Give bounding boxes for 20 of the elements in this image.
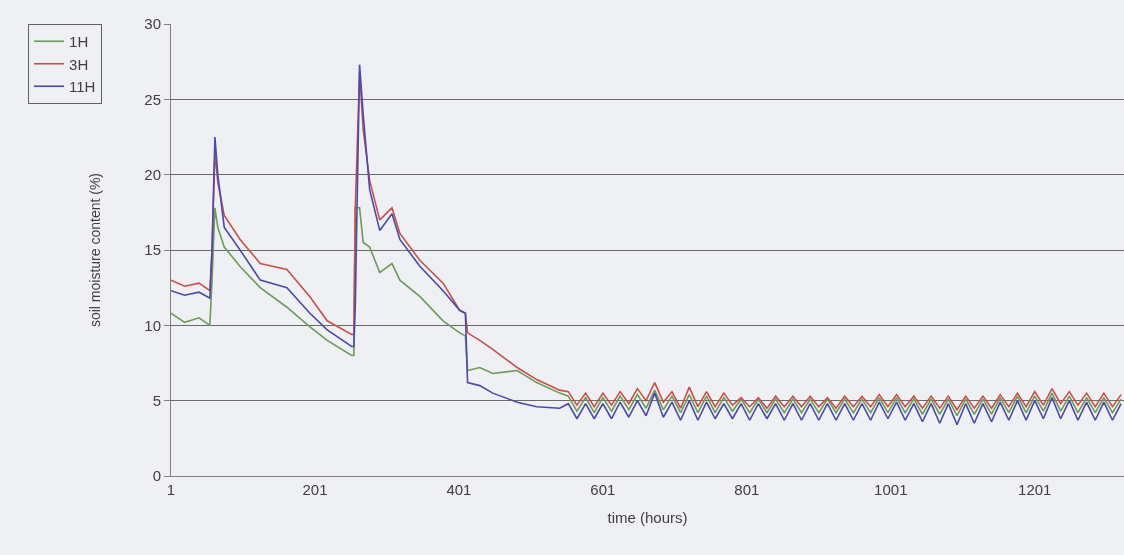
x-tick-label: 1001 bbox=[874, 481, 908, 498]
y-tick-label: 15 bbox=[144, 241, 161, 259]
x-tick-label: 601 bbox=[590, 481, 616, 498]
x-tick-label: 401 bbox=[446, 481, 472, 498]
y-tick-label: 0 bbox=[152, 467, 161, 485]
line-series bbox=[171, 207, 1122, 417]
x-tick-label: 1201 bbox=[1018, 481, 1052, 498]
legend-label: 11H bbox=[69, 78, 96, 96]
y-tick-label: 30 bbox=[144, 15, 161, 33]
x-tick-label: 801 bbox=[734, 481, 760, 498]
y-axis-title: soil moisture content (%) bbox=[86, 172, 103, 328]
y-tick-label: 10 bbox=[144, 316, 161, 334]
y-tick-label: 20 bbox=[144, 165, 161, 183]
x-tick-label: 201 bbox=[302, 481, 328, 498]
y-tick-label: 25 bbox=[144, 90, 161, 108]
x-axis-title: time (hours) bbox=[607, 509, 688, 526]
legend-label: 1H bbox=[69, 33, 89, 51]
legend-label: 3H bbox=[69, 55, 89, 73]
y-tick-label: 5 bbox=[152, 391, 161, 409]
x-tick-label: 1 bbox=[166, 481, 176, 498]
